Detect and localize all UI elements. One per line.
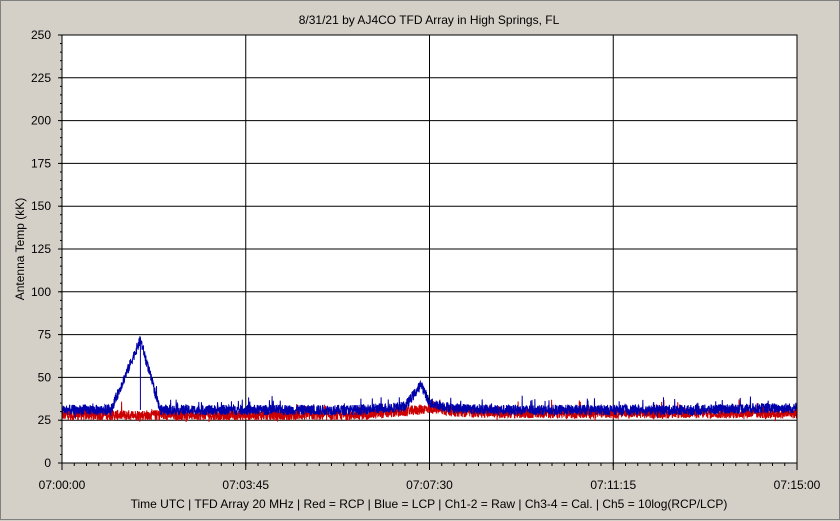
y-tick-label: 50: [38, 370, 52, 384]
x-tick-label: 07:15:00: [774, 478, 821, 492]
y-tick-label: 200: [31, 114, 51, 128]
y-tick-label: 100: [31, 285, 51, 299]
y-tick-label: 250: [31, 28, 51, 42]
y-tick-label: 25: [38, 413, 52, 427]
y-tick-label: 125: [31, 242, 51, 256]
y-tick-label: 75: [38, 328, 52, 342]
y-tick-label: 175: [31, 156, 51, 170]
x-tick-label: 07:07:30: [406, 478, 453, 492]
y-tick-label: 150: [31, 199, 51, 213]
x-tick-label: 07:00:00: [39, 478, 86, 492]
x-tick-label: 07:03:45: [222, 478, 269, 492]
y-tick-label: 225: [31, 71, 51, 85]
chart-title: 8/31/21 by AJ4CO TFD Array in High Sprin…: [299, 13, 560, 27]
y-tick-label: 0: [44, 456, 51, 470]
x-axis-label: Time UTC | TFD Array 20 MHz | Red = RCP …: [131, 497, 728, 511]
x-tick-label: 07:11:15: [590, 478, 636, 492]
y-axis-label: Antenna Temp (kK): [13, 198, 27, 301]
